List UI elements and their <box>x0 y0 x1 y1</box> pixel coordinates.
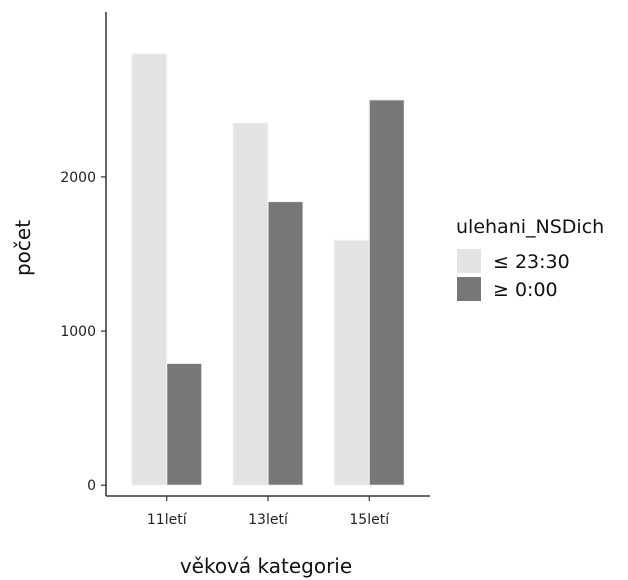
bar <box>368 99 405 486</box>
x-axis-title: věková kategorie <box>180 554 352 578</box>
bar <box>131 53 168 486</box>
x-tick-label: 11letí <box>147 512 188 528</box>
legend: ulehani_NSDich ≤ 23:30 ≥ 0:00 <box>456 216 604 301</box>
bars <box>131 53 405 486</box>
legend-label: ≤ 23:30 <box>493 251 570 273</box>
y-axis-title: počet <box>11 220 35 276</box>
bar <box>267 201 304 486</box>
y-tick-label: 0 <box>87 478 96 494</box>
y-tick-label: 2000 <box>60 170 96 186</box>
bar <box>333 239 370 486</box>
bar <box>232 122 269 486</box>
y-tick-label: 1000 <box>60 324 96 340</box>
x-axis: 11letí 13letí 15letí <box>106 495 430 528</box>
legend-swatch <box>457 277 481 301</box>
legend-label: ≥ 0:00 <box>493 279 558 301</box>
x-tick-label: 13letí <box>248 512 289 528</box>
y-axis: 0 1000 2000 <box>60 12 107 496</box>
legend-title: ulehani_NSDich <box>456 216 604 238</box>
x-tick-label: 15letí <box>349 512 390 528</box>
legend-swatch <box>457 249 481 273</box>
bar <box>166 362 203 486</box>
